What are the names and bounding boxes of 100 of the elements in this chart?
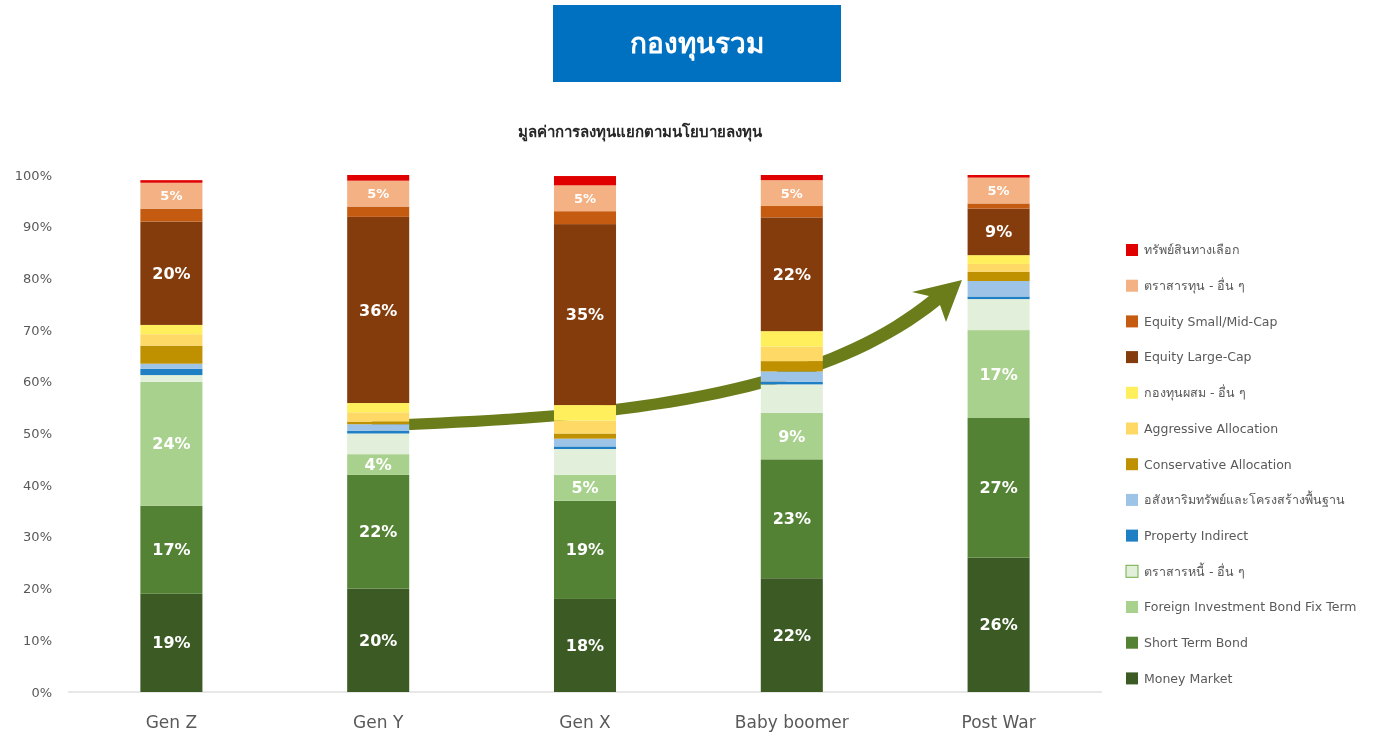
bar [347, 403, 410, 413]
data-label: 17% [979, 364, 1018, 384]
bar [967, 296, 1030, 300]
data-label: 22% [772, 264, 811, 284]
bar [553, 598, 617, 692]
bar [553, 211, 617, 225]
data-label: 26% [979, 615, 1018, 635]
bar [967, 299, 1030, 331]
data-label: 22% [359, 522, 398, 542]
bar [140, 334, 203, 346]
bar [760, 346, 823, 362]
bar [140, 345, 203, 364]
bar [760, 217, 823, 332]
y-tick-label: 20% [23, 581, 52, 597]
y-tick-label: 90% [23, 219, 52, 235]
y-tick-label: 40% [23, 477, 52, 493]
data-label: 17% [152, 540, 191, 560]
bar [347, 474, 410, 589]
bar [967, 557, 1030, 692]
bar [553, 420, 617, 434]
bar [140, 324, 203, 335]
bar [967, 203, 1030, 209]
bar [760, 175, 823, 181]
legend-label: Equity Small/Mid-Cap [1144, 313, 1278, 329]
bar [760, 331, 823, 347]
data-label: 4% [364, 455, 392, 475]
bar [347, 430, 410, 434]
data-label: 20% [359, 630, 398, 650]
bar [140, 381, 203, 506]
chart-subtitle: มูลค่าการลงทุนแยกตามนโยบายลงทุน [518, 122, 763, 143]
bar [347, 175, 410, 181]
legend-label: Aggressive Allocation [1144, 420, 1279, 436]
bar [967, 280, 1030, 297]
legend-label: Money Market [1144, 670, 1233, 686]
y-tick-label: 0% [31, 684, 52, 700]
bar [967, 208, 1030, 256]
data-label: 18% [565, 636, 605, 656]
bar [347, 433, 410, 455]
bar [760, 412, 823, 460]
x-tick-label: Gen Y [353, 711, 404, 732]
bar [553, 438, 617, 447]
bar [553, 449, 617, 475]
legend-label: Conservative Allocation [1144, 456, 1292, 472]
y-tick-label: 100% [14, 167, 52, 183]
y-tick-label: 30% [23, 529, 52, 545]
bar [760, 361, 823, 372]
bar [553, 185, 617, 212]
data-label: 5% [987, 183, 1010, 199]
bar [760, 459, 823, 579]
bar [967, 255, 1030, 264]
y-tick-label: 80% [23, 270, 52, 286]
bar [140, 180, 203, 183]
bar [140, 368, 203, 376]
bar [760, 371, 823, 382]
bar [347, 588, 410, 692]
bar [967, 175, 1030, 178]
data-label: 19% [152, 633, 191, 653]
legend-label: กองทุนผสม - อื่น ๆ [1144, 384, 1247, 402]
bar [140, 375, 203, 382]
y-tick-label: 70% [23, 322, 52, 338]
bar [140, 221, 203, 325]
x-tick-label: Baby boomer [734, 711, 849, 732]
data-label: 5% [367, 186, 390, 202]
legend-label: ตราสารทุน - อื่น ๆ [1144, 277, 1246, 295]
bar [347, 412, 410, 422]
bar [140, 208, 203, 222]
legend-label: Equity Large-Cap [1144, 349, 1252, 365]
y-tick-label: 50% [23, 426, 52, 442]
bar [967, 417, 1030, 558]
legend-label: Foreign Investment Bond Fix Term [1144, 599, 1357, 615]
bar [967, 271, 1030, 281]
x-tick-label: Post War [961, 711, 1036, 732]
bar [347, 424, 410, 431]
bar [140, 505, 203, 594]
bar [347, 180, 410, 207]
data-label: 5% [571, 478, 599, 498]
legend-label: Short Term Bond [1144, 635, 1248, 651]
data-label: 36% [359, 300, 398, 320]
data-label: 5% [160, 188, 183, 204]
chart-title: กองทุนรวม [630, 26, 764, 61]
bar [553, 433, 617, 439]
data-label: 5% [780, 185, 803, 201]
data-label: 9% [985, 222, 1013, 242]
bar [967, 330, 1030, 418]
data-label: 27% [979, 478, 1018, 498]
data-label: 24% [152, 434, 191, 454]
data-label: 9% [778, 426, 806, 446]
bar [553, 224, 617, 406]
legend-label: Property Indirect [1144, 527, 1249, 543]
data-label: 19% [565, 540, 605, 560]
data-label: 35% [565, 305, 605, 325]
legend-label: ทรัพย์สินทางเลือก [1144, 242, 1240, 258]
bar [553, 446, 617, 450]
x-tick-label: Gen X [559, 711, 612, 732]
bar [347, 206, 410, 217]
data-label: 23% [772, 509, 811, 529]
x-tick-label: Gen Z [145, 711, 198, 732]
bar [760, 180, 823, 207]
data-label: 5% [573, 190, 597, 206]
bar [760, 384, 823, 413]
